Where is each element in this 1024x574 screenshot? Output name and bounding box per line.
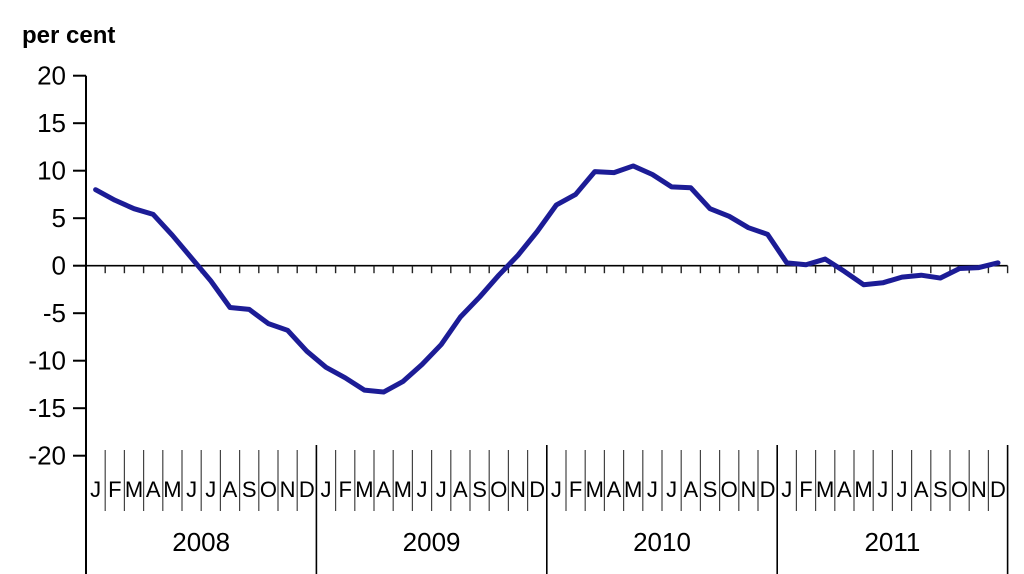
y-tick-label: -5 (43, 298, 66, 328)
month-label: J (647, 477, 658, 502)
month-label: J (436, 477, 447, 502)
year-label: 2010 (633, 527, 691, 557)
y-tick-label: -10 (28, 346, 66, 376)
y-tick-label: -20 (28, 441, 66, 471)
y-tick-label: 20 (37, 61, 66, 91)
chart-title: per cent (22, 22, 115, 49)
month-label: A (223, 477, 238, 502)
month-label: M (355, 477, 373, 502)
month-label: N (510, 477, 526, 502)
month-label: J (417, 477, 428, 502)
month-label: D (299, 477, 315, 502)
data-line (93, 163, 1001, 395)
month-label: M (854, 477, 872, 502)
month-label: O (490, 477, 507, 502)
month-label: N (740, 477, 756, 502)
month-label: A (837, 477, 852, 502)
month-label: J (205, 477, 216, 502)
month-label: J (186, 477, 197, 502)
month-label: O (951, 477, 968, 502)
month-label: M (586, 477, 604, 502)
month-label: S (703, 477, 718, 502)
month-label: O (721, 477, 738, 502)
month-label: F (338, 477, 351, 502)
y-tick-label: 10 (37, 156, 66, 186)
y-tick-label: -15 (28, 393, 66, 423)
month-label: J (877, 477, 888, 502)
month-label: A (146, 477, 161, 502)
month-label: O (260, 477, 277, 502)
y-tick-label: 15 (37, 108, 66, 138)
month-label: D (529, 477, 545, 502)
month-label: D (760, 477, 776, 502)
month-label: N (280, 477, 296, 502)
month-label: A (683, 477, 698, 502)
year-label: 2009 (403, 527, 461, 557)
month-label: M (816, 477, 834, 502)
y-tick-label: 0 (52, 251, 66, 281)
month-label: A (453, 477, 468, 502)
month-label: J (666, 477, 677, 502)
y-tick-label: 5 (52, 203, 66, 233)
month-label: M (624, 477, 642, 502)
month-label: S (242, 477, 257, 502)
year-label: 2011 (864, 527, 920, 557)
year-label: 2008 (172, 527, 230, 557)
month-label: J (551, 477, 562, 502)
month-label: S (472, 477, 487, 502)
month-label: A (914, 477, 929, 502)
month-label: A (376, 477, 391, 502)
month-label: J (781, 477, 792, 502)
month-label: A (607, 477, 622, 502)
month-label: M (125, 477, 143, 502)
month-label: M (163, 477, 181, 502)
month-label: M (394, 477, 412, 502)
month-label: J (321, 477, 332, 502)
month-label: F (569, 477, 582, 502)
month-label: N (971, 477, 987, 502)
month-label: S (933, 477, 948, 502)
month-label: J (897, 477, 908, 502)
month-label: F (799, 477, 812, 502)
month-label: F (108, 477, 121, 502)
month-label: J (90, 477, 101, 502)
month-label: D (990, 477, 1006, 502)
